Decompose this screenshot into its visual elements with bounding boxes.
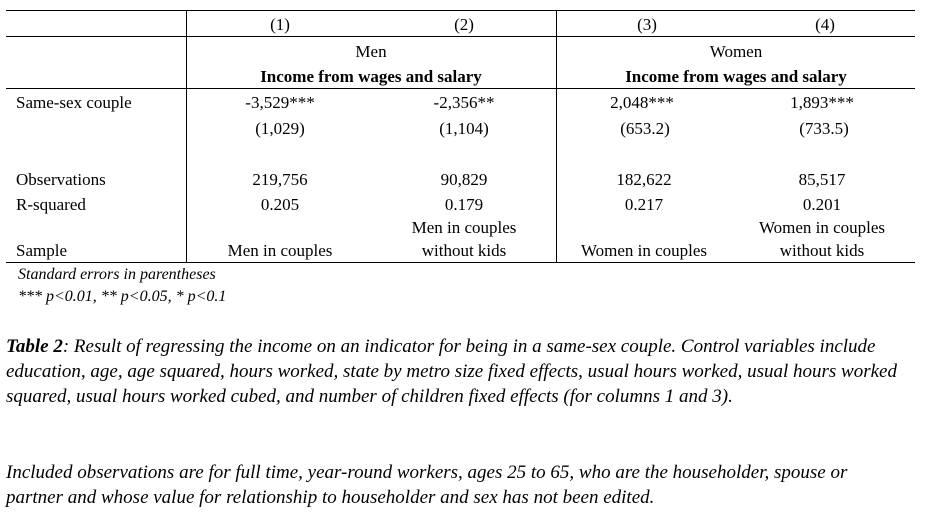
col-number-3: (3) [637,15,657,34]
group-header-women: Women [709,42,763,61]
table-top-rule [6,10,915,11]
men-women-divider [556,10,557,263]
coef-col4: 1,893*** [790,93,854,112]
coef-col1: -3,529*** [245,93,315,112]
sample-col4-line1: Women in couples [758,218,886,237]
se-col2: (1,104) [439,119,489,138]
r2-col2: 0.179 [444,195,484,214]
note-standard-errors: Standard errors in parentheses [18,266,216,283]
caption-label: Table 2 [6,336,63,357]
se-col4: (733.5) [799,119,849,138]
sample-col1: Men in couples [227,241,333,260]
row-label-observations: Observations [16,170,106,189]
label-column-divider [186,10,187,263]
regression-table: (1) (2) (3) (4) Men Income from wages an… [6,10,915,263]
se-col3: (653.2) [620,119,670,138]
r2-col3: 0.217 [624,195,664,214]
obs-col4: 85,517 [798,170,846,189]
col-number-1: (1) [270,15,290,34]
group-subtitle-men: Income from wages and salary [260,67,482,86]
sample-col2-line2: without kids [421,241,507,260]
row-label-sample: Sample [16,241,67,260]
column-number-rule [6,36,915,37]
note-significance: *** p<0.01, ** p<0.05, * p<0.1 [18,288,227,305]
caption-text: : Result of regressing the income on an … [6,336,897,407]
obs-col2: 90,829 [440,170,488,189]
caption-paragraph-2: Included observations are for full time,… [6,462,848,508]
coef-col3: 2,048*** [610,93,674,112]
sample-col3: Women in couples [580,241,708,260]
row-label-same-sex: Same-sex couple [16,93,132,112]
table-bottom-rule [6,262,915,263]
r2-col4: 0.201 [802,195,842,214]
se-col1: (1,029) [255,119,305,138]
header-bottom-rule [6,88,915,89]
r2-col1: 0.205 [260,195,300,214]
obs-col3: 182,622 [616,170,672,189]
table-caption: Table 2: Result of regressing the income… [6,334,906,409]
sample-col2-line1: Men in couples [411,218,517,237]
group-header-men: Men [355,42,387,61]
col-number-4: (4) [815,15,835,34]
col-number-2: (2) [454,15,474,34]
sample-col4-line2: without kids [779,241,865,260]
coef-col2: -2,356** [433,93,495,112]
group-subtitle-women: Income from wages and salary [625,67,847,86]
row-label-r-squared: R-squared [16,195,86,214]
obs-col1: 219,756 [252,170,308,189]
